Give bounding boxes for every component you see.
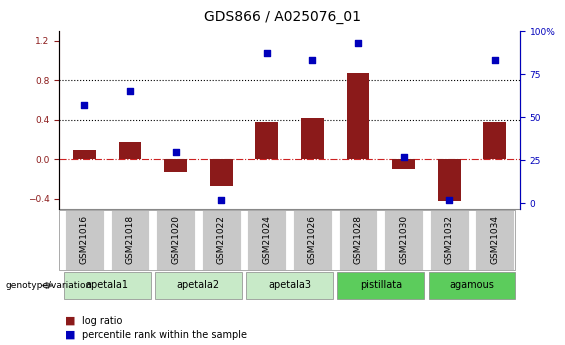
Bar [210, 159, 233, 186]
Bar [111, 210, 149, 269]
Point [262, 51, 271, 56]
Text: apetala2: apetala2 [177, 280, 220, 290]
Bar [346, 72, 370, 159]
Point [125, 89, 134, 94]
Bar [392, 159, 415, 169]
Text: apetala3: apetala3 [268, 280, 311, 290]
Text: GSM21016: GSM21016 [80, 215, 89, 264]
Text: GSM21018: GSM21018 [125, 215, 134, 264]
Bar [438, 159, 460, 201]
Bar [475, 210, 514, 269]
Bar [384, 210, 423, 269]
Bar [338, 210, 377, 269]
Text: genotype/variation: genotype/variation [6, 281, 92, 290]
Text: GSM21030: GSM21030 [399, 215, 408, 264]
Text: ■: ■ [65, 316, 76, 326]
Bar [337, 272, 424, 299]
Text: GDS866 / A025076_01: GDS866 / A025076_01 [204, 10, 361, 24]
Text: GSM21032: GSM21032 [445, 215, 454, 264]
Bar [246, 272, 333, 299]
Bar [65, 210, 104, 269]
Bar [64, 272, 150, 299]
Point [445, 197, 454, 203]
Point [354, 40, 363, 46]
Bar [430, 210, 468, 269]
Text: percentile rank within the sample: percentile rank within the sample [82, 330, 247, 339]
Bar [429, 272, 515, 299]
Text: pistillata: pistillata [360, 280, 402, 290]
Text: log ratio: log ratio [82, 316, 122, 326]
Point [171, 149, 180, 155]
Bar [155, 272, 242, 299]
Text: GSM21020: GSM21020 [171, 215, 180, 264]
Text: GSM21034: GSM21034 [490, 215, 499, 264]
Bar [483, 122, 506, 159]
Bar [301, 118, 324, 159]
Text: GSM21022: GSM21022 [216, 215, 225, 264]
Point [399, 154, 408, 160]
Bar [156, 210, 195, 269]
Bar [247, 210, 286, 269]
Bar [119, 141, 141, 159]
Point [216, 197, 225, 203]
Bar [73, 149, 96, 159]
Text: GSM21024: GSM21024 [262, 215, 271, 264]
Bar [255, 122, 278, 159]
Point [490, 58, 499, 63]
Text: GSM21026: GSM21026 [308, 215, 317, 264]
Text: agamous: agamous [450, 280, 494, 290]
Text: GSM21028: GSM21028 [354, 215, 363, 264]
Point [308, 58, 317, 63]
Text: apetala1: apetala1 [86, 280, 129, 290]
Bar [202, 210, 241, 269]
Point [80, 102, 89, 108]
Bar [293, 210, 332, 269]
Text: ■: ■ [65, 330, 76, 339]
Bar [164, 159, 187, 172]
